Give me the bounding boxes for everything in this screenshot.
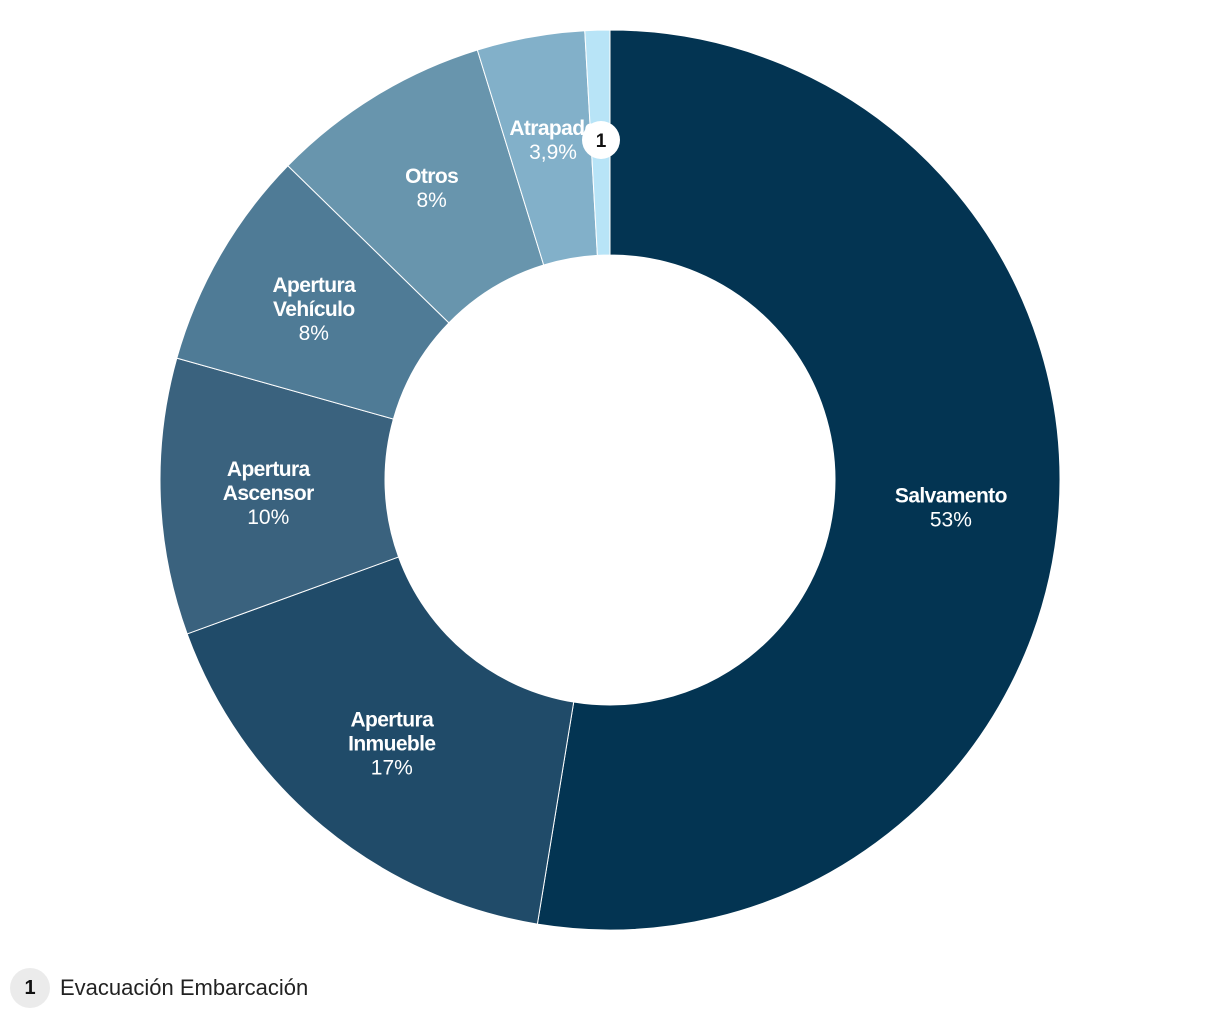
footnote-number-badge: 1 xyxy=(10,968,50,1008)
slice-name-otros: Otros xyxy=(405,165,458,188)
slice-salvamento[interactable] xyxy=(536,29,1061,931)
slice-value-apertura-ascensor: 10% xyxy=(247,506,289,529)
slice-name-apertura-inmueble-line-1: Apertura xyxy=(350,708,434,731)
donut-chart-svg: Salvamento53%AperturaInmueble17%Apertura… xyxy=(159,29,1061,931)
slice-name-apertura-vehiculo-line-2: Vehículo xyxy=(273,298,355,321)
slice-value-apertura-inmueble: 17% xyxy=(371,756,413,779)
slice-value-salvamento: 53% xyxy=(930,509,972,532)
slice-marker-label-evacuacion-embarcacion: 1 xyxy=(596,131,607,152)
slice-marker-evacuacion-embarcacion xyxy=(582,121,620,159)
slice-value-otros: 8% xyxy=(416,189,446,212)
slice-apertura-inmueble[interactable] xyxy=(186,556,575,925)
slice-name-apertura-inmueble-line-2: Inmueble xyxy=(348,732,435,755)
slice-value-apertura-vehiculo: 8% xyxy=(299,322,329,345)
slice-name-atrapado: Atrapado xyxy=(509,117,596,140)
slice-value-atrapado: 3,9% xyxy=(529,141,577,164)
slice-name-apertura-vehiculo-line-1: Apertura xyxy=(272,274,356,297)
slice-name-apertura-ascensor-line-2: Ascensor xyxy=(223,482,314,505)
donut-chart: Salvamento 53% Apertura Inmueble 17% Apertura… xyxy=(159,29,1061,931)
slice-name-apertura-ascensor-line-1: Apertura xyxy=(227,458,311,481)
footnote-label: Evacuación Embarcación xyxy=(60,975,309,1000)
slice-name-salvamento: Salvamento xyxy=(895,485,1007,508)
footnote: 1 Evacuación Embarcación xyxy=(10,968,308,1008)
